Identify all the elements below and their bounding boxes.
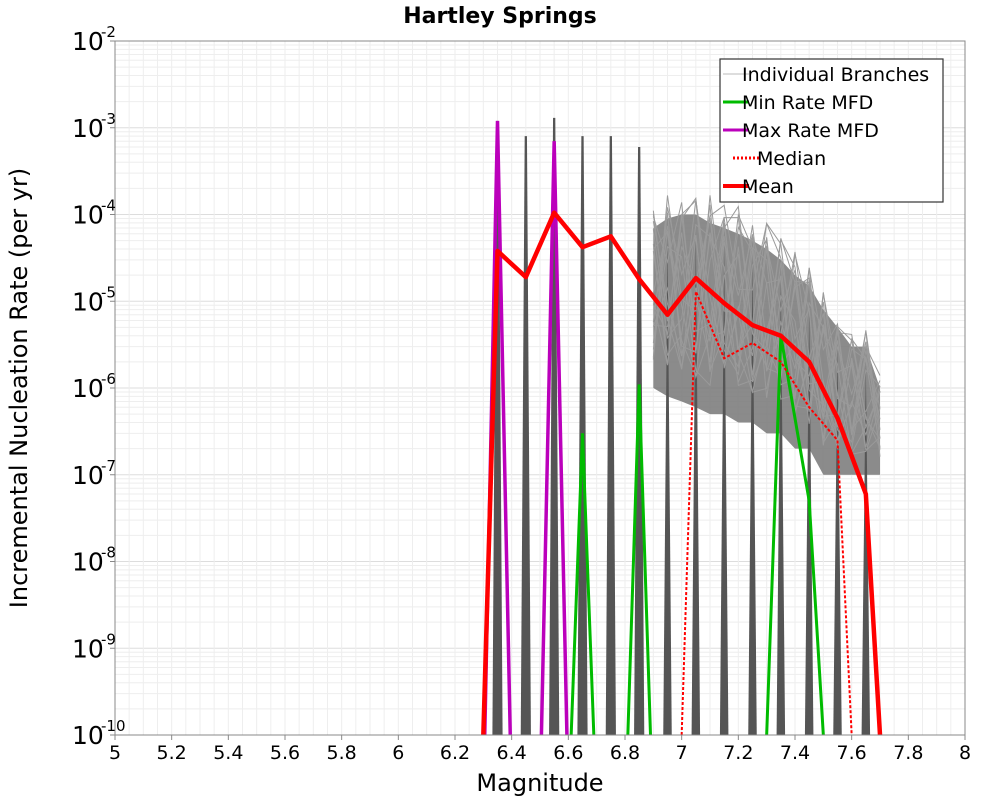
x-tick-label: 7.4 — [780, 742, 810, 764]
x-tick-label: 5.4 — [213, 742, 243, 764]
x-tick-label: 6.4 — [497, 742, 527, 764]
x-tick-label: 5 — [109, 742, 121, 764]
x-tick-label: 6.2 — [440, 742, 470, 764]
y-tick-exponent: -9 — [101, 630, 116, 648]
y-tick-label: 10 — [72, 721, 104, 750]
branch-spike — [719, 247, 729, 736]
legend-entry-label: Mean — [742, 176, 794, 198]
y-tick-label: 10 — [72, 287, 104, 316]
y-tick-label: 10 — [72, 548, 104, 577]
branch-spike — [492, 120, 503, 735]
y-tick-label: 10 — [72, 461, 104, 490]
x-tick-label: 8 — [959, 742, 971, 764]
y-tick-label: 10 — [72, 27, 104, 56]
branch-spike — [691, 233, 701, 736]
y-tick-exponent: -3 — [101, 110, 116, 128]
y-tick-exponent: -10 — [101, 717, 126, 735]
y-tick-label: 10 — [72, 374, 104, 403]
branch-spike — [776, 279, 786, 735]
branch-spike — [605, 136, 616, 736]
y-tick-exponent: -5 — [101, 283, 116, 301]
branch-spike — [748, 259, 757, 735]
x-axis-label: Magnitude — [476, 769, 603, 797]
min-rate-line — [765, 335, 825, 736]
x-tick-label: 7 — [676, 742, 688, 764]
x-tick-label: 5.8 — [327, 742, 357, 764]
y-axis-ticks: 10-210-310-410-510-610-710-810-910-10 — [72, 23, 126, 750]
x-tick-label: 7.2 — [723, 742, 753, 764]
branch-spike — [663, 237, 672, 735]
chart-title: Hartley Springs — [403, 4, 597, 29]
branch-spike — [634, 146, 645, 736]
legend-entry-label: Min Rate MFD — [742, 92, 873, 114]
branch-line — [652, 199, 881, 450]
y-axis-label: Incremental Nucleation Rate (per yr) — [5, 168, 33, 608]
min-rate-spike — [569, 433, 596, 736]
legend-box — [719, 58, 944, 203]
x-tick-label: 6 — [392, 742, 404, 764]
legend-entry-label: Median — [757, 148, 826, 170]
y-tick-exponent: -8 — [101, 544, 116, 562]
y-tick-exponent: -2 — [101, 23, 116, 41]
x-tick-label: 6.8 — [610, 742, 640, 764]
min-rate-spike — [626, 384, 652, 736]
median-line — [680, 290, 853, 736]
branch-spike — [861, 365, 871, 735]
x-tick-label: 7.8 — [893, 742, 923, 764]
branch-spike — [833, 346, 842, 735]
plot-area — [481, 117, 883, 736]
mean-line — [481, 210, 883, 736]
legend: Individual Branches Min Rate MFD Max Rate … — [719, 58, 944, 203]
branch-line — [652, 199, 881, 440]
y-tick-exponent: -6 — [101, 370, 116, 388]
x-tick-label: 5.2 — [157, 742, 187, 764]
branch-spike — [549, 117, 560, 735]
x-tick-label: 6.6 — [553, 742, 583, 764]
legend-entry-label: Max Rate MFD — [742, 120, 879, 142]
y-tick-exponent: -7 — [101, 457, 116, 475]
x-tick-label: 7.6 — [837, 742, 867, 764]
y-tick-label: 10 — [72, 114, 104, 143]
legend-entry-label: Individual Branches — [742, 64, 929, 86]
x-tick-label: 5.6 — [270, 742, 300, 764]
y-tick-label: 10 — [72, 201, 104, 230]
x-axis-ticks: 5 5.2 5.4 5.6 5.8 6 6.2 6.4 6.6 6.8 7 7.2 7.4 7.6 7.8 8 — [109, 735, 971, 764]
branch-line — [652, 205, 881, 450]
y-tick-exponent: -4 — [101, 197, 116, 215]
branch-line — [652, 195, 881, 457]
max-rate-spike — [539, 141, 569, 736]
branch-spike — [520, 136, 531, 736]
y-tick-label: 10 — [72, 634, 104, 663]
